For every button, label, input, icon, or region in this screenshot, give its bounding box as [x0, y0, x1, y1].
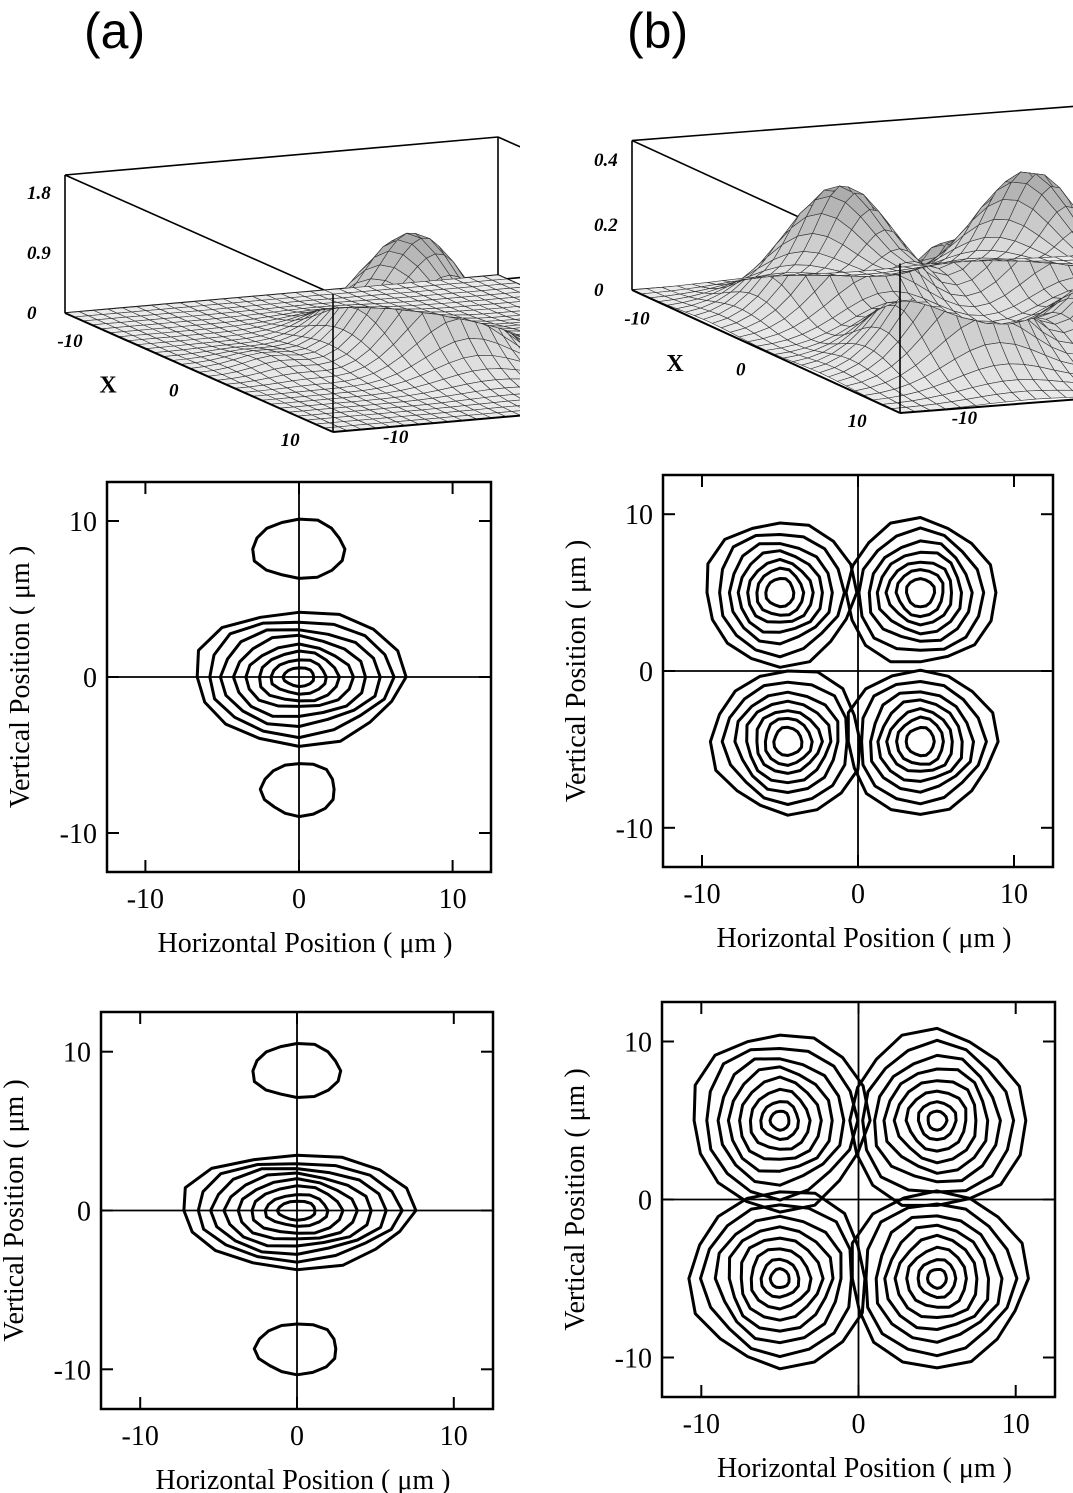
y-axis-title: Vertical Position ( μm ) — [0, 1079, 30, 1341]
x-axis-title: Horizontal Position ( μm ) — [156, 1465, 451, 1493]
z-tick-label: 0 — [27, 303, 37, 324]
y-tick-label: 10 — [624, 1028, 652, 1059]
x-tick-label: 10 — [848, 411, 868, 432]
y-tick-label: -10 — [60, 819, 97, 850]
x-tick-label: 10 — [1000, 879, 1028, 910]
contour-line — [770, 1111, 789, 1130]
y-tick-label: 0 — [639, 657, 653, 688]
y-tick-label: 0 — [77, 1197, 91, 1228]
contour-line — [761, 1102, 799, 1140]
x-tick-label: 0 — [736, 360, 746, 381]
side-lobe-contour — [254, 1324, 335, 1375]
contour-line — [738, 551, 822, 633]
x-tick-label: 0 — [290, 1421, 304, 1452]
contour-line — [928, 1270, 947, 1289]
y-tick-label: 0 — [83, 663, 97, 694]
x-axis-title: Horizontal Position ( μm ) — [717, 1453, 1012, 1484]
x-tick-label: -10 — [683, 879, 720, 910]
contour-line — [774, 727, 802, 755]
contour-line — [906, 728, 934, 756]
y-tick-label: 10 — [69, 507, 97, 538]
contour-line — [884, 1069, 988, 1173]
contour-line — [729, 1227, 833, 1331]
y-tick-label: -10 — [952, 408, 978, 429]
box-edge — [65, 175, 333, 294]
contour-plot-b-2: -10 0 10 -10 0 10 Horizontal Position ( μm ) Ve… — [545, 985, 1073, 1493]
side-lobe-contour — [260, 764, 334, 817]
contour-line — [928, 1111, 947, 1130]
y-tick-label: -10 — [615, 1344, 652, 1375]
surface-plot-b: 00.20.4-10010-10010XY — [545, 30, 1073, 450]
x-tick-label: 10 — [281, 430, 301, 450]
contour-line — [877, 552, 961, 634]
contour-line — [907, 579, 935, 607]
box-edge — [498, 137, 520, 256]
x-axis-title: X — [666, 351, 684, 377]
contour-line — [210, 622, 394, 737]
z-tick-label: 1.8 — [27, 183, 51, 204]
y-tick-label: 0 — [638, 1186, 652, 1217]
surface-mesh — [65, 233, 520, 432]
x-tick-label: 0 — [852, 1409, 866, 1440]
contour-line — [761, 1259, 799, 1297]
z-tick-label: 0.4 — [594, 150, 618, 171]
y-axis-title: Vertical Position ( μm ) — [560, 1068, 591, 1330]
contour-line — [885, 1225, 989, 1329]
contour-line — [728, 1067, 832, 1171]
y-tick-label: -10 — [383, 427, 409, 448]
y-tick-label: -10 — [54, 1355, 91, 1386]
x-tick-label: -10 — [624, 308, 650, 329]
contour-plot-a-2: -10 0 10 -10 0 10 Horizontal Position ( μm ) Ve… — [0, 985, 520, 1493]
contour-plot-a-1: -10 0 10 -10 0 10 Horizontal Position ( μm ) Ve… — [0, 455, 520, 975]
y-axis-title: Vertical Position ( μm ) — [5, 546, 36, 808]
surface-mesh — [632, 172, 1073, 413]
y-tick-label: -10 — [616, 814, 653, 845]
box-edge — [632, 106, 1073, 141]
x-tick-label: 10 — [439, 884, 467, 915]
x-tick-label: 10 — [1002, 1409, 1030, 1440]
x-tick-label: 0 — [169, 381, 179, 402]
z-tick-label: 0.2 — [594, 215, 618, 236]
y-tick-label: 10 — [63, 1038, 91, 1069]
z-tick-label: 0 — [594, 280, 604, 301]
contour-line — [770, 1269, 789, 1288]
contour-line — [878, 700, 962, 782]
contour-line — [918, 1260, 956, 1298]
y-axis-title: Vertical Position ( μm ) — [561, 540, 592, 802]
z-tick-label: 0.9 — [27, 243, 51, 264]
x-tick-label: -10 — [683, 1409, 720, 1440]
x-tick-label: -10 — [127, 884, 164, 915]
x-tick-label: 0 — [292, 884, 306, 915]
x-axis-title: Horizontal Position ( μm ) — [158, 928, 453, 959]
contour-line — [918, 1102, 956, 1140]
x-tick-label: 0 — [851, 879, 865, 910]
x-axis-title: X — [99, 373, 117, 399]
box-edge — [65, 137, 498, 175]
x-tick-label: -10 — [57, 331, 83, 352]
x-tick-label: -10 — [122, 1421, 159, 1452]
y-tick-label: 10 — [625, 500, 653, 531]
x-tick-label: 10 — [440, 1421, 468, 1452]
x-axis-title: Horizontal Position ( μm ) — [717, 923, 1012, 954]
contour-plot-b-1: -10 0 10 -10 0 10 Horizontal Position ( μm ) Ve… — [545, 455, 1073, 975]
contour-line — [747, 701, 831, 783]
contour-line — [766, 579, 794, 607]
